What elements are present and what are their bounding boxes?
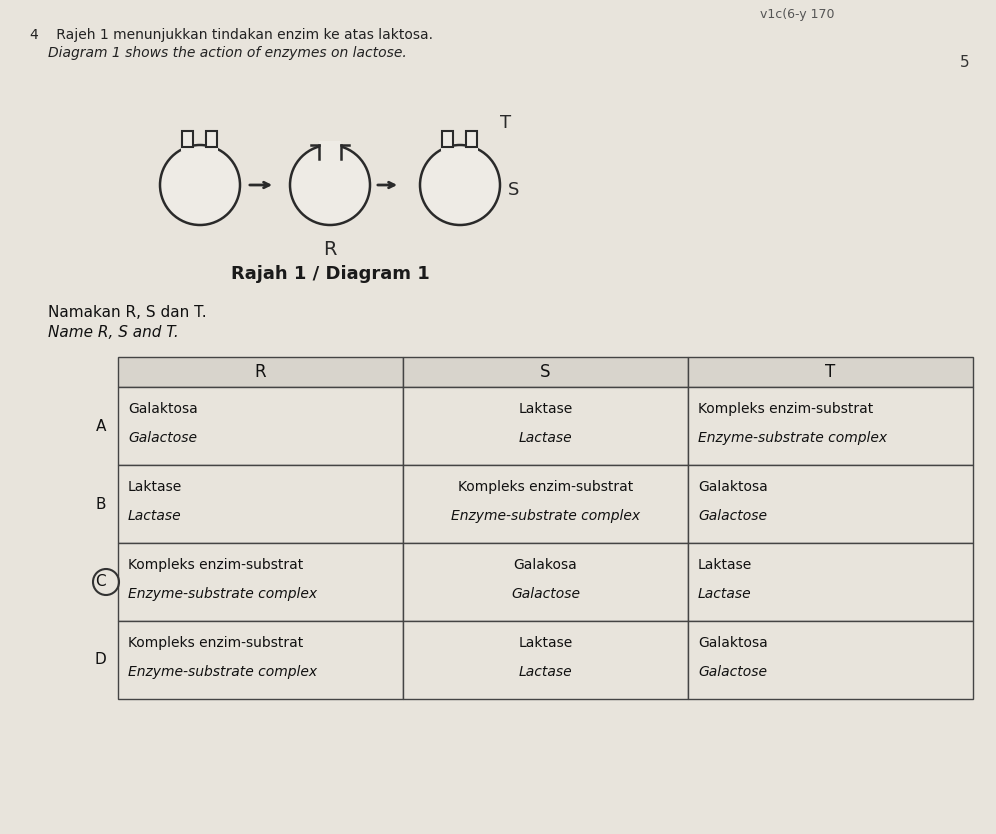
Text: Laktase: Laktase: [518, 402, 573, 416]
Text: Enzyme-substrate complex: Enzyme-substrate complex: [451, 509, 640, 523]
Text: R: R: [324, 240, 337, 259]
Bar: [466, 131, 477, 147]
Bar: [403, 465, 688, 543]
Bar: [688, 387, 973, 465]
Text: Kompleks enzim-substrat: Kompleks enzim-substrat: [698, 402, 873, 416]
Text: Kompleks enzim-substrat: Kompleks enzim-substrat: [128, 558, 303, 572]
Text: Kompleks enzim-substrat: Kompleks enzim-substrat: [458, 480, 633, 494]
Bar: [403, 543, 688, 621]
Bar: [181, 143, 194, 151]
Text: Lactase: Lactase: [519, 430, 573, 445]
Bar: [688, 357, 973, 387]
Text: Galaktosa: Galaktosa: [698, 636, 768, 650]
Text: 4    Rajeh 1 menunjukkan tindakan enzim ke atas laktosa.: 4 Rajeh 1 menunjukkan tindakan enzim ke …: [30, 28, 433, 42]
Text: C: C: [96, 575, 106, 590]
Circle shape: [290, 145, 370, 225]
Bar: [441, 143, 454, 151]
Bar: [688, 621, 973, 699]
Text: Kompleks enzim-substrat: Kompleks enzim-substrat: [128, 636, 303, 650]
Text: Galaktosa: Galaktosa: [698, 480, 768, 494]
Text: Galakosa: Galakosa: [514, 558, 578, 572]
Bar: [442, 131, 453, 147]
Text: B: B: [96, 496, 106, 511]
Bar: [118, 543, 403, 621]
Bar: [206, 131, 217, 147]
Text: Namakan R, S dan T.: Namakan R, S dan T.: [48, 305, 206, 320]
Bar: [182, 131, 193, 147]
Text: S: S: [508, 181, 519, 199]
Bar: [688, 543, 973, 621]
Bar: [118, 357, 403, 387]
Text: Galactose: Galactose: [698, 509, 767, 523]
Bar: [403, 387, 688, 465]
Text: v1c(6-y 170: v1c(6-y 170: [760, 8, 835, 21]
Text: T: T: [500, 114, 511, 132]
Text: Laktase: Laktase: [698, 558, 752, 572]
Bar: [403, 357, 688, 387]
Bar: [118, 465, 403, 543]
Text: Laktase: Laktase: [128, 480, 182, 494]
Text: A: A: [96, 419, 106, 434]
Bar: [403, 621, 688, 699]
Text: R: R: [255, 363, 266, 381]
Bar: [688, 465, 973, 543]
Text: Enzyme-substrate complex: Enzyme-substrate complex: [128, 665, 317, 679]
Circle shape: [160, 145, 240, 225]
Circle shape: [420, 145, 500, 225]
Text: Galaktosa: Galaktosa: [128, 402, 198, 416]
Text: Lactase: Lactase: [698, 586, 752, 600]
Text: Enzyme-substrate complex: Enzyme-substrate complex: [128, 586, 317, 600]
Text: Rajah 1 / Diagram 1: Rajah 1 / Diagram 1: [231, 265, 429, 283]
Text: Laktase: Laktase: [518, 636, 573, 650]
Text: 5: 5: [960, 55, 970, 70]
Text: Galactose: Galactose: [698, 665, 767, 679]
Text: Galactose: Galactose: [128, 430, 197, 445]
Text: Galactose: Galactose: [511, 586, 580, 600]
Bar: [118, 387, 403, 465]
Bar: [205, 143, 218, 151]
Text: S: S: [540, 363, 551, 381]
Text: Name R, S and T.: Name R, S and T.: [48, 325, 178, 340]
Text: Diagram 1 shows the action of enzymes on lactose.: Diagram 1 shows the action of enzymes on…: [48, 46, 406, 60]
Text: Lactase: Lactase: [128, 509, 181, 523]
Text: D: D: [95, 652, 106, 667]
Text: Enzyme-substrate complex: Enzyme-substrate complex: [698, 430, 887, 445]
Text: T: T: [826, 363, 836, 381]
Bar: [465, 143, 478, 151]
Text: Lactase: Lactase: [519, 665, 573, 679]
Bar: [319, 141, 341, 151]
Bar: [118, 621, 403, 699]
